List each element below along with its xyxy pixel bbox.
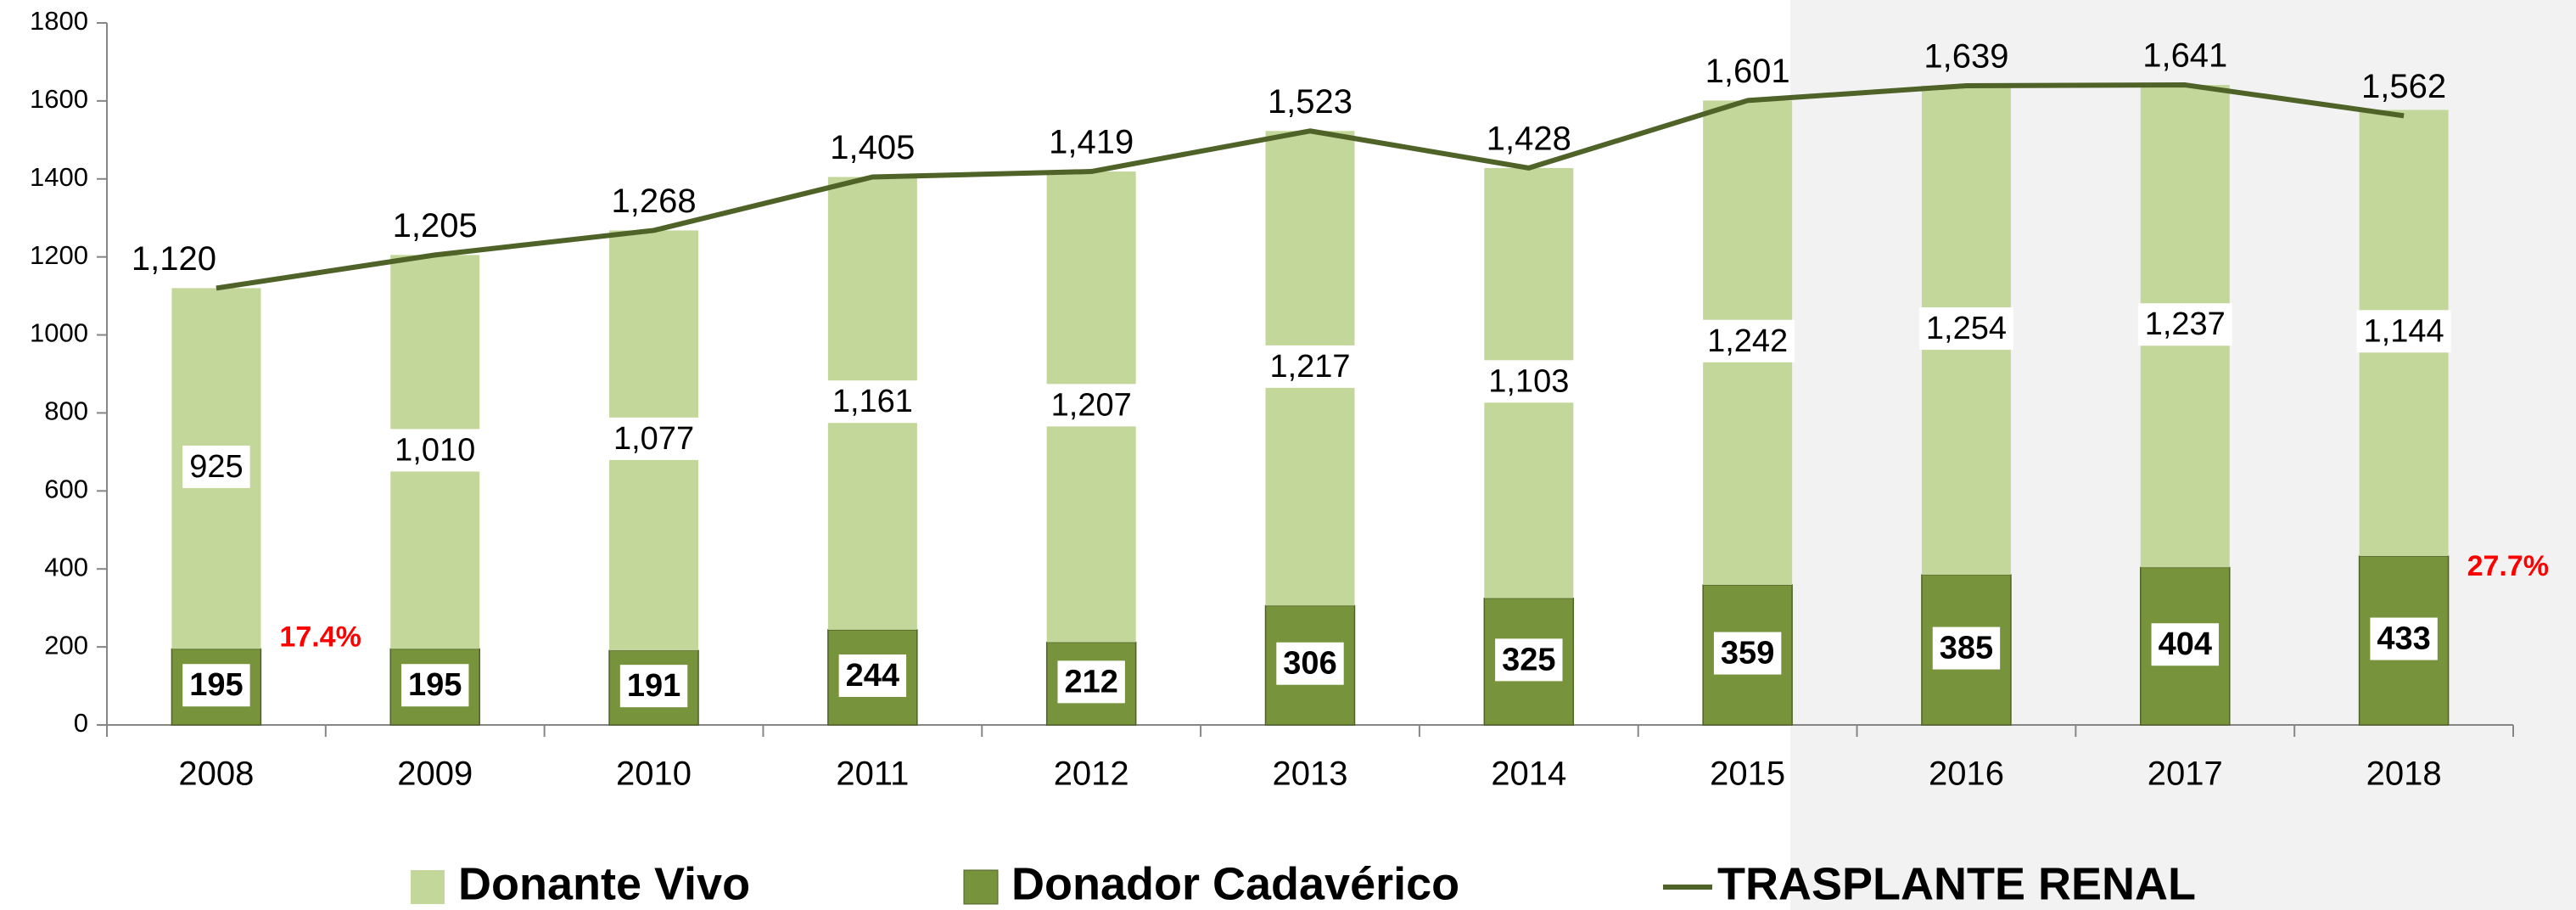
label-box bbox=[388, 429, 483, 472]
label-box bbox=[1700, 319, 1795, 362]
data-label: 1,217 bbox=[1269, 349, 1350, 385]
label-box bbox=[1918, 307, 2014, 351]
x-tick-label: 2008 bbox=[178, 756, 254, 793]
data-label: 195 bbox=[408, 667, 462, 703]
line-label: 1,205 bbox=[393, 207, 478, 244]
legend-swatch bbox=[963, 869, 999, 905]
line-label: 1,120 bbox=[132, 240, 216, 278]
line-label: 1,601 bbox=[1705, 53, 1790, 90]
line-label: 1,428 bbox=[1487, 120, 1571, 157]
y-tick-label: 1400 bbox=[30, 162, 88, 192]
label-box bbox=[825, 380, 920, 424]
legend-label: TRASPLANTE RENAL bbox=[1717, 858, 2196, 909]
y-tick-label: 0 bbox=[74, 708, 88, 738]
y-tick-label: 1600 bbox=[30, 84, 88, 114]
label-box bbox=[606, 417, 702, 460]
data-label: 1,254 bbox=[1926, 311, 2007, 346]
label-box bbox=[838, 654, 907, 697]
data-label: 1,077 bbox=[613, 421, 694, 457]
data-label: 1,161 bbox=[832, 384, 913, 419]
label-box bbox=[182, 664, 250, 707]
legend-swatch bbox=[411, 870, 445, 904]
x-tick-label: 2017 bbox=[2148, 756, 2223, 793]
y-tick-label: 1000 bbox=[30, 318, 88, 348]
y-tick-label: 200 bbox=[44, 630, 88, 660]
line-label: 1,523 bbox=[1268, 83, 1352, 121]
x-tick-label: 2010 bbox=[616, 756, 692, 793]
data-label: 191 bbox=[627, 668, 680, 704]
data-label: 385 bbox=[1940, 631, 1993, 666]
line bbox=[216, 82, 2405, 291]
data-label: 212 bbox=[1064, 664, 1117, 699]
line-label: 1,562 bbox=[2361, 68, 2446, 105]
y-tick-label: 1800 bbox=[30, 6, 88, 36]
legend-label: Donador Cadavérico bbox=[1011, 858, 1459, 909]
x-tick-label: 2011 bbox=[836, 756, 909, 793]
label-box bbox=[2370, 617, 2438, 660]
data-label: 195 bbox=[189, 667, 243, 703]
data-label: 1,242 bbox=[1707, 323, 1788, 359]
x-tick-label: 2015 bbox=[1710, 756, 1785, 793]
y-tick-label: 800 bbox=[44, 396, 88, 426]
label-box bbox=[1495, 638, 1563, 682]
line-label: 1,268 bbox=[611, 183, 696, 220]
data-label: 1,237 bbox=[2145, 306, 2226, 342]
label-box bbox=[2356, 310, 2451, 353]
label-box bbox=[1713, 632, 1782, 675]
label-box bbox=[1932, 626, 2001, 670]
data-label: 359 bbox=[1721, 636, 1774, 671]
data-label: 244 bbox=[846, 658, 899, 694]
x-tick-label: 2013 bbox=[1273, 756, 1348, 793]
y-tick-label: 600 bbox=[44, 475, 88, 504]
y-tick-label: 1200 bbox=[30, 240, 88, 270]
label-box bbox=[619, 665, 688, 708]
data-label: 1,207 bbox=[1051, 387, 1132, 423]
data-label: 325 bbox=[1502, 642, 1555, 677]
label-box bbox=[2151, 623, 2219, 666]
data-label: 404 bbox=[2159, 626, 2212, 662]
y-tick-label: 400 bbox=[44, 552, 88, 581]
x-tick-label: 2016 bbox=[1929, 756, 2004, 793]
label-box bbox=[401, 664, 469, 707]
data-label: 433 bbox=[2377, 621, 2430, 657]
label-box bbox=[1276, 642, 1344, 685]
data-label: 306 bbox=[1283, 646, 1336, 682]
line-label: 1,641 bbox=[2142, 37, 2227, 75]
data-label: 1,010 bbox=[395, 432, 475, 468]
label-box bbox=[2137, 303, 2232, 346]
label-box bbox=[1044, 384, 1139, 427]
label-box bbox=[1057, 660, 1125, 704]
data-label: 1,144 bbox=[2364, 313, 2444, 349]
annotation: 27.7% bbox=[2467, 550, 2549, 582]
data-label: 925 bbox=[189, 449, 243, 485]
label-box bbox=[1263, 345, 1358, 388]
label-box bbox=[182, 445, 250, 488]
x-tick-label: 2014 bbox=[1491, 756, 1566, 793]
line-label: 1,419 bbox=[1049, 124, 1134, 161]
x-tick-label: 2012 bbox=[1054, 756, 1129, 793]
annotation: 17.4% bbox=[279, 621, 361, 653]
label-box bbox=[1481, 360, 1576, 403]
x-tick-label: 2009 bbox=[397, 756, 473, 793]
data-label: 1,103 bbox=[1488, 363, 1569, 399]
legend-label: Donante Vivo bbox=[458, 858, 750, 909]
x-tick-label: 2018 bbox=[2366, 756, 2442, 793]
line-label: 1,639 bbox=[1924, 38, 2008, 76]
line-label: 1,405 bbox=[830, 129, 915, 166]
